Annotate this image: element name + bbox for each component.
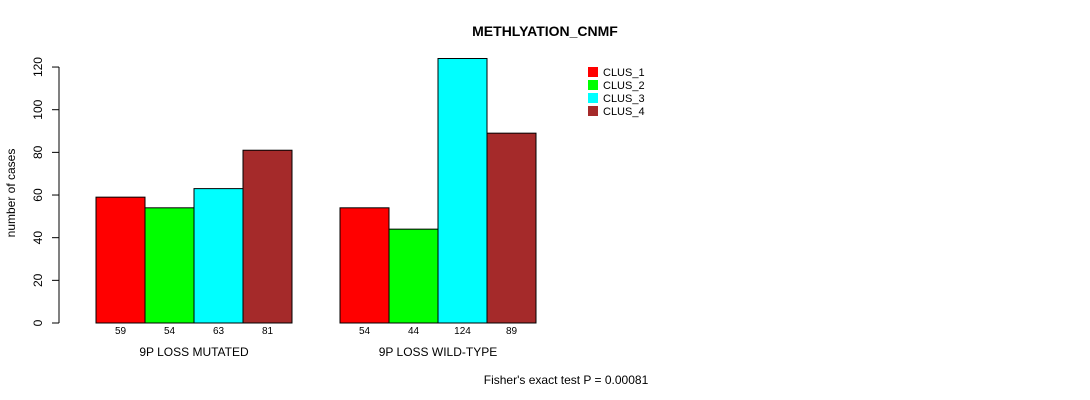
bar-value-label: 89 (506, 326, 518, 337)
group-label: 9P LOSS MUTATED (139, 345, 249, 359)
bar-value-label: 81 (262, 326, 274, 337)
y-tick-label: 40 (31, 231, 45, 245)
bar-value-label: 54 (164, 326, 176, 337)
y-tick-label: 0 (31, 319, 45, 326)
chart-title: METHLYATION_CNMF (472, 23, 618, 39)
bar (388, 228, 439, 324)
legend-label: CLUS_4 (603, 106, 645, 118)
group-labels: 9P LOSS MUTATED 9P LOSS WILD-TYPE (139, 345, 497, 359)
y-tick-label: 20 (31, 273, 45, 287)
bar (95, 196, 146, 324)
y-tick-label: 80 (31, 145, 45, 159)
bar (242, 149, 293, 324)
legend-swatch (588, 106, 598, 116)
y-axis-label: number of cases (4, 149, 18, 238)
bar (193, 188, 244, 324)
y-axis: 0 20 40 60 80 100 120 (31, 57, 60, 326)
y-tick-label: 100 (31, 99, 45, 119)
bar-value-label: 124 (454, 326, 471, 337)
bar-value-label: 54 (359, 326, 371, 337)
bars: 59 54 63 81 54 44 124 89 (95, 58, 537, 337)
legend-swatch (588, 93, 598, 103)
bar (486, 132, 537, 324)
legend-swatch (588, 80, 598, 90)
bar (437, 58, 488, 324)
y-tick-label: 120 (31, 57, 45, 77)
legend-swatch (588, 67, 598, 77)
bar-value-label: 44 (408, 326, 420, 337)
legend-label: CLUS_1 (603, 67, 645, 79)
group-label: 9P LOSS WILD-TYPE (379, 345, 497, 359)
bar-value-label: 63 (213, 326, 225, 337)
legend-label: CLUS_2 (603, 80, 645, 92)
bar-value-label: 59 (115, 326, 127, 337)
bar (339, 207, 390, 324)
bar (144, 207, 195, 324)
y-tick-label: 60 (31, 188, 45, 202)
fisher-test-annotation: Fisher's exact test P = 0.00081 (484, 373, 649, 387)
legend-label: CLUS_3 (603, 93, 645, 105)
